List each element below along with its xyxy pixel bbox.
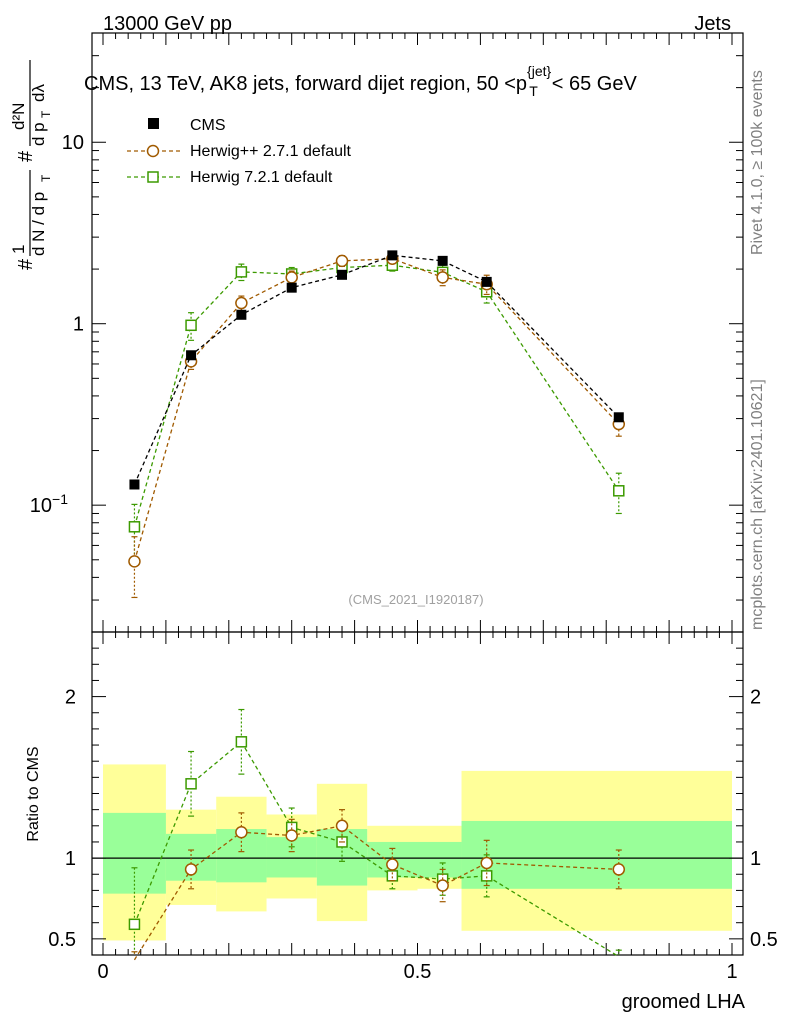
ratio-y-tick-label-right: 2 — [750, 687, 761, 709]
data-point — [337, 269, 348, 280]
plot-title-sup: {jet} — [527, 63, 551, 79]
series-line — [133, 825, 619, 961]
data-point — [436, 879, 449, 892]
svg-text:T: T — [39, 174, 53, 182]
ratio-y-tick-label-right: 1 — [750, 848, 761, 870]
data-point — [185, 778, 197, 790]
data-point — [184, 863, 198, 876]
data-point — [285, 271, 298, 284]
svg-text:T: T — [39, 110, 53, 118]
x-tick-label: 0.5 — [404, 961, 432, 983]
data-point — [612, 863, 626, 876]
ratio-y-tick-label: 2 — [65, 687, 76, 709]
x-tick-label: 0 — [97, 961, 108, 983]
mcplots-label: mcplots.cern.ch [arXiv:2401.10621] — [749, 379, 766, 630]
data-point — [437, 255, 448, 266]
main-ylabel: # 1 d N / d p T # d²N d p T dλ — [9, 60, 53, 270]
data-point — [480, 856, 493, 870]
data-point — [236, 309, 247, 320]
data-point — [481, 276, 492, 287]
data-point — [235, 736, 248, 748]
legend-herwigpp-label: Herwig++ 2.7.1 default — [190, 143, 352, 160]
y-tick-label: 1 — [73, 314, 84, 336]
plot-title: CMS, 13 TeV, AK8 jets, forward dijet reg… — [84, 63, 637, 99]
legend-cms-marker — [148, 118, 159, 129]
energy-label: 13000 GeV pp — [103, 13, 232, 35]
svg-text:1: 1 — [9, 245, 28, 254]
legend-herwig7-marker — [147, 171, 159, 183]
data-point — [128, 918, 141, 931]
data-point — [436, 271, 449, 284]
data-point — [129, 479, 140, 490]
data-point — [128, 555, 141, 568]
category-label: Jets — [694, 13, 731, 35]
rivet-label: Rivet 4.1.0, ≥ 100k events — [749, 70, 766, 255]
plot-title-sub: T — [529, 83, 538, 99]
data-point — [186, 350, 197, 361]
legend-herwigpp-marker — [146, 144, 160, 158]
data-point — [128, 521, 141, 533]
data-point — [286, 282, 297, 293]
svg-text:#: # — [15, 150, 37, 162]
data-point — [335, 254, 349, 268]
plot-title-main: CMS, 13 TeV, AK8 jets, forward dijet reg… — [84, 73, 527, 95]
series-line — [133, 264, 620, 527]
ratio-y-tick-label: 1 — [65, 848, 76, 870]
series-line — [133, 258, 620, 562]
data-point — [235, 266, 248, 278]
data-point — [386, 858, 399, 871]
svg-text:d²N: d²N — [9, 103, 28, 130]
y-tick-label-sup: −1 — [52, 491, 68, 507]
data-point — [613, 412, 624, 423]
y-tick-label: 10−1 — [30, 491, 68, 517]
data-point — [335, 819, 349, 833]
svg-text:d N / d p: d N / d p — [29, 192, 48, 256]
xaxis-label: groomed LHA — [622, 991, 746, 1013]
ratio-band-green — [417, 841, 462, 878]
svg-text:dλ: dλ — [29, 84, 48, 102]
ratio-panel: 0 0.5 1 0.5 0.5 1 1 2 2 — [48, 620, 778, 983]
ratio-ylabel: Ratio to CMS — [25, 746, 42, 841]
legend: CMS Herwig++ 2.7.1 default Herwig 7.2.1 … — [127, 117, 352, 186]
legend-cms-label: CMS — [190, 117, 226, 134]
data-point — [386, 870, 399, 882]
data-point — [387, 250, 398, 261]
ratio-y-tick-label: 0.5 — [48, 929, 76, 951]
analysis-watermark: (CMS_2021_I1920187) — [348, 592, 483, 607]
ratio-band-green — [461, 820, 732, 889]
data-point — [235, 826, 248, 839]
data-point — [613, 485, 625, 497]
legend-herwig7-label: Herwig 7.2.1 default — [190, 169, 333, 186]
data-point — [235, 296, 248, 310]
main-panel: 10 1 10−1 — [30, 32, 744, 633]
data-point — [185, 319, 197, 332]
data-point — [285, 829, 298, 842]
ratio-y-tick-label-right: 0.5 — [750, 929, 778, 951]
plot-title-end: < 65 GeV — [552, 73, 638, 95]
svg-text:d p: d p — [29, 122, 48, 146]
svg-text:#: # — [15, 258, 37, 270]
y-tick-label: 10 — [62, 132, 84, 154]
ratio-band-green — [266, 837, 317, 878]
series-line — [133, 254, 620, 485]
x-tick-label: 1 — [726, 961, 737, 983]
